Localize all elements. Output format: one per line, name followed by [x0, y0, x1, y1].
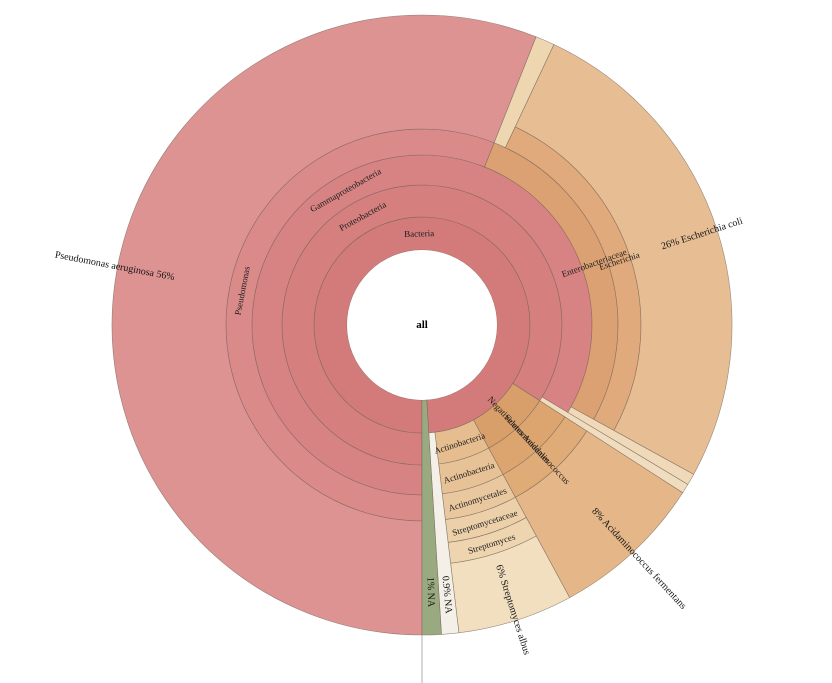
- wedge-pseudomonas-aeruginosa-d4[interactable]: [111, 14, 537, 636]
- chart-center-circle[interactable]: [347, 250, 497, 400]
- label-1-na: 1% NA: [424, 577, 436, 608]
- wedge-escherichia-coli-d5[interactable]: [514, 44, 733, 475]
- wedge-layer: [111, 14, 733, 636]
- label-0-9-na: 0.9% NA: [439, 575, 453, 614]
- center-label: all: [416, 319, 428, 331]
- label-bacteria: Bacteria: [404, 228, 434, 239]
